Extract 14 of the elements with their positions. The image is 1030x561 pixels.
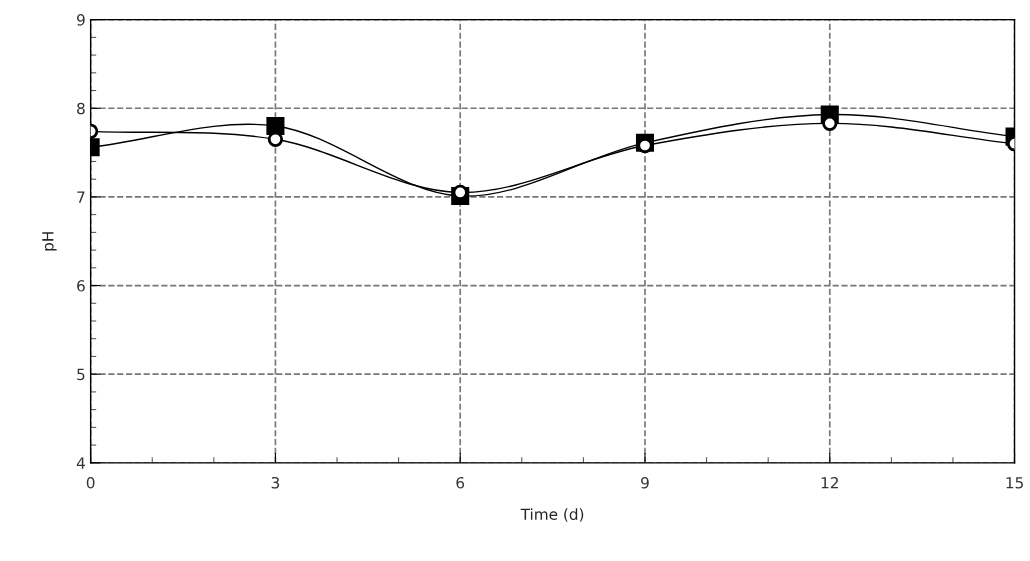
x-axis-title: Time (d) bbox=[520, 508, 584, 522]
x-tick-label: 9 bbox=[641, 476, 649, 489]
y-tick-label: 4 bbox=[76, 457, 85, 469]
x-tick-label: 15 bbox=[1006, 477, 1023, 489]
x-tick-label: 6 bbox=[456, 476, 465, 489]
x-tick-label: 12 bbox=[821, 476, 838, 489]
y-tick-label: 6 bbox=[77, 280, 85, 292]
y-tick-label: 9 bbox=[77, 14, 85, 26]
y-tick-label: 8 bbox=[77, 102, 85, 115]
x-tick-label: 3 bbox=[271, 476, 280, 489]
y-tick-label: 7 bbox=[77, 191, 85, 203]
y-axis-title: pH bbox=[42, 232, 57, 251]
x-tick-label: 0 bbox=[86, 476, 95, 489]
y-tick-label: 5 bbox=[77, 368, 85, 381]
